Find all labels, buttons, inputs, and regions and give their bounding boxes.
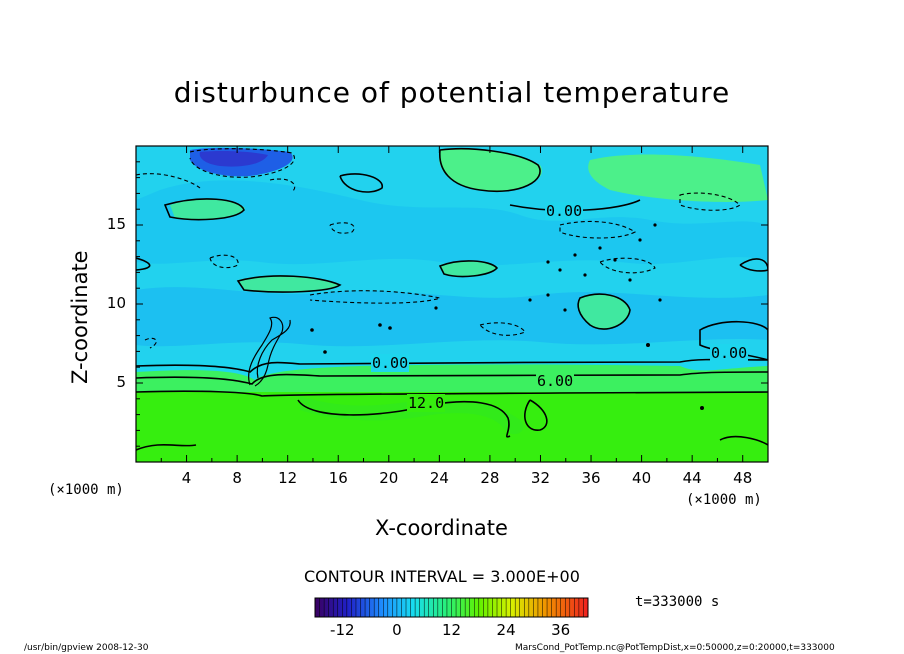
- contour-label: 0.00: [545, 202, 584, 220]
- x-tick-label: 4: [181, 469, 192, 487]
- footer-source: MarsCond_PotTemp.nc@PotTempDist,x=0:5000…: [515, 643, 835, 653]
- contour-label: 0.00: [710, 344, 749, 362]
- x-unit-label: (×1000 m): [686, 492, 762, 508]
- x-unit-label: (×1000 m): [48, 482, 124, 498]
- y-tick-label: 15: [106, 215, 126, 233]
- contour-interval-label: CONTOUR INTERVAL = 3.000E+00: [304, 567, 580, 586]
- colorbar-tick-label: 36: [551, 621, 571, 639]
- y-axis-ticks: [136, 161, 768, 447]
- x-tick-label: 36: [581, 469, 601, 487]
- heatmap-field: [136, 146, 768, 462]
- x-tick-label: 28: [480, 469, 500, 487]
- contour-dots: [310, 223, 704, 410]
- x-tick-label: 24: [429, 469, 449, 487]
- colorbar-tick-label: -12: [330, 621, 355, 639]
- contour-label: 0.00: [371, 354, 410, 372]
- contour-label: 12.0: [407, 394, 446, 412]
- x-axis-label: X-coordinate: [375, 516, 508, 540]
- x-axis-ticks: [160, 146, 744, 462]
- contour-label: 6.00: [536, 372, 575, 390]
- contour-lines: [136, 147, 768, 451]
- colorbar-tick-label: 0: [392, 621, 402, 639]
- footer-command: /usr/bin/gpview 2008-12-30: [24, 643, 149, 653]
- x-tick-label: 32: [530, 469, 551, 487]
- contour-plume: [248, 316, 291, 387]
- x-tick-label: 40: [632, 469, 652, 487]
- colorbar-stripes: [314, 598, 589, 617]
- x-tick-label: 16: [328, 469, 348, 487]
- colorbar-tick-label: 12: [441, 621, 462, 639]
- x-tick-label: 44: [682, 469, 702, 487]
- x-tick-label: 12: [278, 469, 298, 487]
- y-tick-label: 5: [116, 373, 126, 391]
- chart-title: disturbunce of potential temperature: [173, 76, 731, 109]
- x-tick-label: 20: [379, 469, 399, 487]
- y-axis-label: Z-coordinate: [68, 250, 92, 384]
- colorbar-frame: [314, 597, 589, 618]
- time-label: t=333000 s: [635, 594, 720, 610]
- x-tick-label: 8: [232, 469, 242, 487]
- x-tick-label: 48: [733, 469, 753, 487]
- contour-lines-negative: [136, 148, 741, 349]
- y-tick-label: 10: [106, 294, 126, 312]
- colorbar-tick-label: 24: [496, 621, 516, 639]
